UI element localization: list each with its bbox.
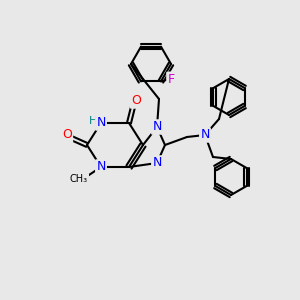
Text: F: F <box>167 73 175 86</box>
Text: N: N <box>96 116 106 130</box>
Text: N: N <box>152 121 162 134</box>
Text: N: N <box>96 160 106 173</box>
Text: N: N <box>200 128 210 142</box>
Text: H: H <box>89 116 97 126</box>
Text: O: O <box>131 94 141 107</box>
Text: CH₃: CH₃ <box>70 174 88 184</box>
Text: O: O <box>62 128 72 142</box>
Text: N: N <box>152 157 162 169</box>
